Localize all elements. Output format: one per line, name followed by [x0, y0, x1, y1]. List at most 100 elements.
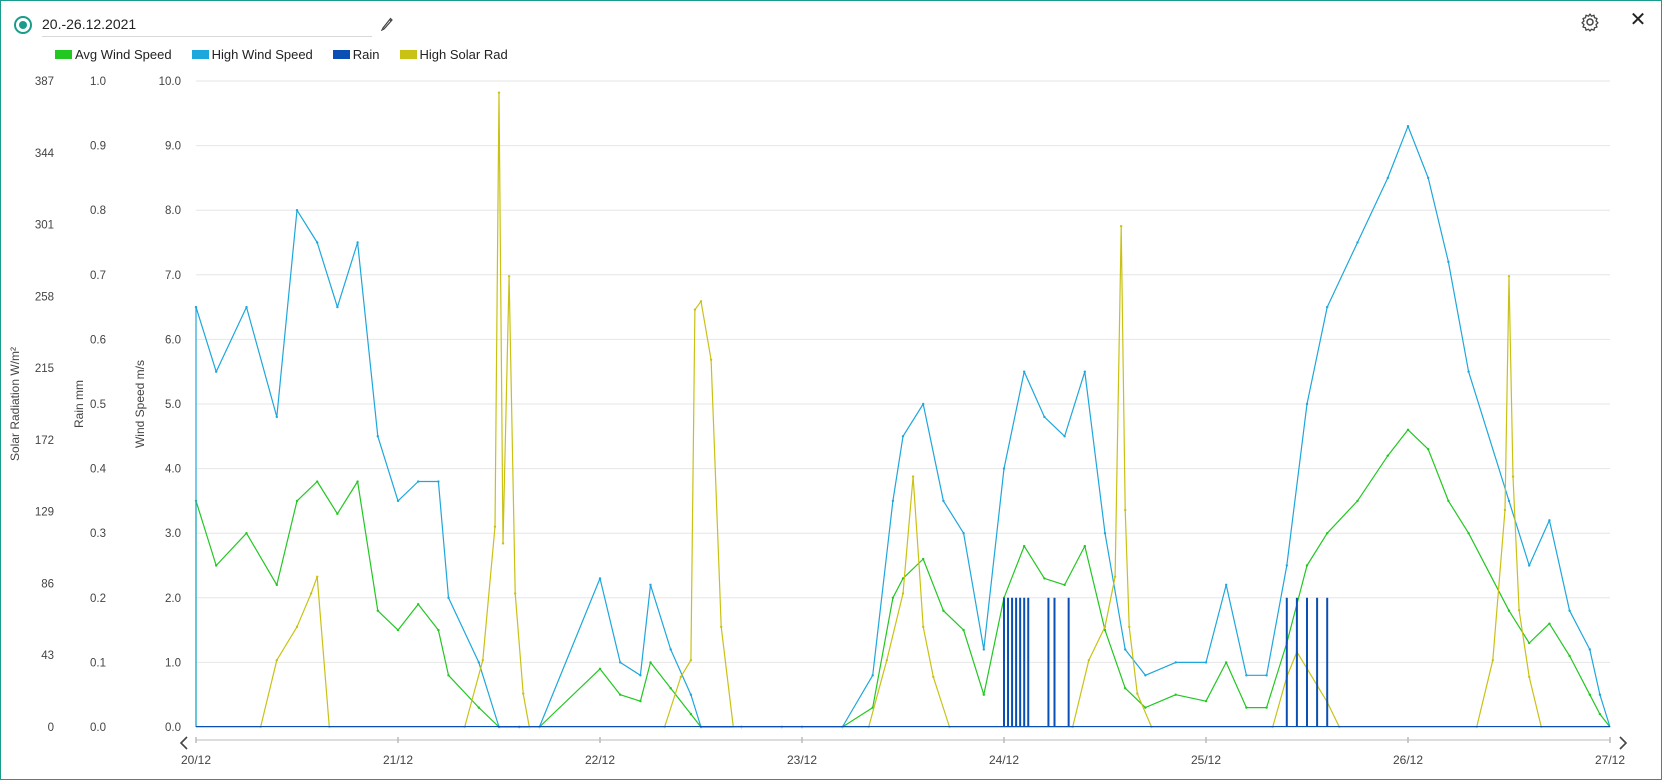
data-point-avg-wind-speed — [1225, 661, 1228, 664]
data-point-high-wind-speed — [215, 370, 218, 373]
data-point-avg-wind-speed — [1103, 628, 1107, 632]
y-tick-label-wind: 4.0 — [165, 464, 181, 476]
radio-selected-icon[interactable] — [14, 16, 32, 34]
gear-icon[interactable] — [1580, 12, 1600, 32]
data-point-high-solar-rad — [932, 675, 935, 679]
data-point-avg-wind-speed — [1124, 687, 1127, 690]
y-tick-label-rain: 0.7 — [90, 270, 106, 282]
legend-item-rain[interactable]: Rain — [332, 47, 380, 62]
radio-dot — [19, 21, 27, 29]
data-point-avg-wind-speed — [1204, 699, 1208, 703]
data-point-high-wind-speed — [1528, 564, 1531, 567]
chevron-right-icon[interactable] — [1619, 736, 1628, 750]
data-point-high-solar-rad — [1103, 625, 1107, 629]
y-tick-label-rain: 0.3 — [90, 528, 106, 540]
y-tick-label-wind: 8.0 — [165, 205, 181, 217]
y-tick-label-rain: 1.0 — [90, 76, 106, 88]
data-point-avg-wind-speed — [922, 557, 925, 561]
data-point-avg-wind-speed — [669, 687, 672, 690]
header: 20.-26.12.2021 — [14, 12, 372, 38]
data-point-high-wind-speed — [1002, 467, 1006, 470]
data-point-high-wind-speed — [871, 674, 874, 677]
data-point-high-solar-rad — [693, 308, 697, 311]
data-point-high-wind-speed — [649, 583, 652, 587]
data-point-avg-wind-speed — [396, 628, 400, 632]
data-point-avg-wind-speed — [1022, 544, 1026, 548]
data-point-high-solar-rad — [522, 692, 525, 695]
x-tick-label: 25/12 — [1191, 753, 1221, 767]
period-label[interactable]: 20.-26.12.2021 — [42, 13, 372, 37]
data-point-avg-wind-speed — [316, 480, 319, 483]
legend-swatch-solar — [399, 50, 417, 59]
data-point-avg-wind-speed — [598, 667, 602, 671]
y-tick-label-rain: 0.6 — [90, 334, 106, 346]
data-point-high-wind-speed — [477, 661, 480, 664]
data-point-avg-wind-speed — [639, 699, 642, 703]
data-point-high-wind-speed — [194, 305, 198, 309]
data-point-high-solar-rad — [720, 625, 723, 629]
legend-item-solar[interactable]: High Solar Rad — [399, 47, 508, 62]
data-point-high-solar-rad — [1517, 608, 1521, 612]
series-line-avg-wind-speed — [195, 429, 1611, 728]
data-point-avg-wind-speed — [982, 693, 985, 696]
data-point-avg-wind-speed — [1588, 693, 1592, 696]
data-point-high-solar-rad — [901, 592, 905, 595]
data-point-high-wind-speed — [316, 241, 319, 244]
y-tick-label-wind: 3.0 — [165, 528, 181, 540]
close-icon[interactable]: ✕ — [1629, 9, 1647, 31]
legend-swatch-high-wind — [191, 50, 209, 59]
pencil-icon[interactable] — [380, 15, 394, 31]
y-tick-label-wind: 9.0 — [165, 141, 181, 153]
y-tick-label-wind: 6.0 — [165, 334, 181, 346]
data-point-high-wind-speed — [639, 674, 642, 677]
y-tick-label-wind: 5.0 — [165, 399, 181, 411]
data-point-avg-wind-speed — [1063, 583, 1066, 587]
data-point-avg-wind-speed — [1326, 532, 1329, 535]
data-point-avg-wind-speed — [1548, 622, 1551, 625]
data-point-high-wind-speed — [1406, 125, 1410, 128]
y-tick-label-wind: 1.0 — [165, 657, 181, 669]
data-point-high-solar-rad — [1119, 225, 1123, 228]
chevron-left-icon[interactable] — [179, 736, 188, 750]
data-point-avg-wind-speed — [1568, 654, 1571, 658]
data-point-avg-wind-speed — [275, 583, 278, 587]
data-point-high-wind-speed — [1225, 583, 1228, 587]
data-point-high-wind-speed — [598, 577, 602, 580]
axis-title-rain: Rain mm — [72, 380, 86, 428]
data-point-high-wind-speed — [669, 648, 672, 651]
data-point-high-solar-rad — [295, 625, 299, 629]
data-point-avg-wind-speed — [649, 661, 652, 664]
data-point-avg-wind-speed — [891, 596, 895, 599]
data-point-high-wind-speed — [1386, 176, 1390, 180]
legend-item-high-wind[interactable]: High Wind Speed — [191, 47, 313, 62]
y-tick-label-rain: 0.4 — [90, 464, 107, 476]
data-point-high-wind-speed — [1356, 241, 1359, 244]
data-point-high-wind-speed — [891, 499, 895, 503]
legend-item-avg-wind[interactable]: Avg Wind Speed — [55, 47, 172, 62]
data-point-avg-wind-speed — [245, 532, 248, 535]
data-point-high-wind-speed — [336, 305, 339, 309]
data-point-avg-wind-speed — [962, 628, 965, 632]
y-tick-label-solar: 86 — [41, 578, 54, 590]
data-point-high-wind-speed — [1245, 674, 1248, 677]
data-point-high-solar-rad — [679, 675, 682, 679]
data-point-high-solar-rad — [1528, 675, 1531, 679]
data-point-avg-wind-speed — [1467, 532, 1470, 535]
data-point-high-solar-rad — [1503, 508, 1507, 512]
x-tick-label: 27/12 — [1595, 753, 1625, 767]
y-tick-label-solar: 0 — [48, 722, 54, 734]
data-point-high-solar-rad — [481, 659, 485, 662]
data-point-avg-wind-speed — [477, 706, 480, 709]
data-point-high-solar-rad — [501, 542, 505, 545]
data-point-high-wind-speed — [1285, 564, 1289, 567]
data-point-high-wind-speed — [376, 435, 379, 438]
data-point-avg-wind-speed — [1245, 706, 1248, 709]
data-point-high-wind-speed — [1305, 402, 1309, 406]
data-point-high-wind-speed — [417, 480, 420, 483]
data-point-avg-wind-speed — [1174, 693, 1177, 696]
y-tick-label-rain: 0.1 — [90, 657, 106, 669]
data-point-avg-wind-speed — [1528, 641, 1531, 645]
data-point-high-wind-speed — [1568, 609, 1571, 612]
y-tick-label-solar: 172 — [35, 435, 54, 447]
